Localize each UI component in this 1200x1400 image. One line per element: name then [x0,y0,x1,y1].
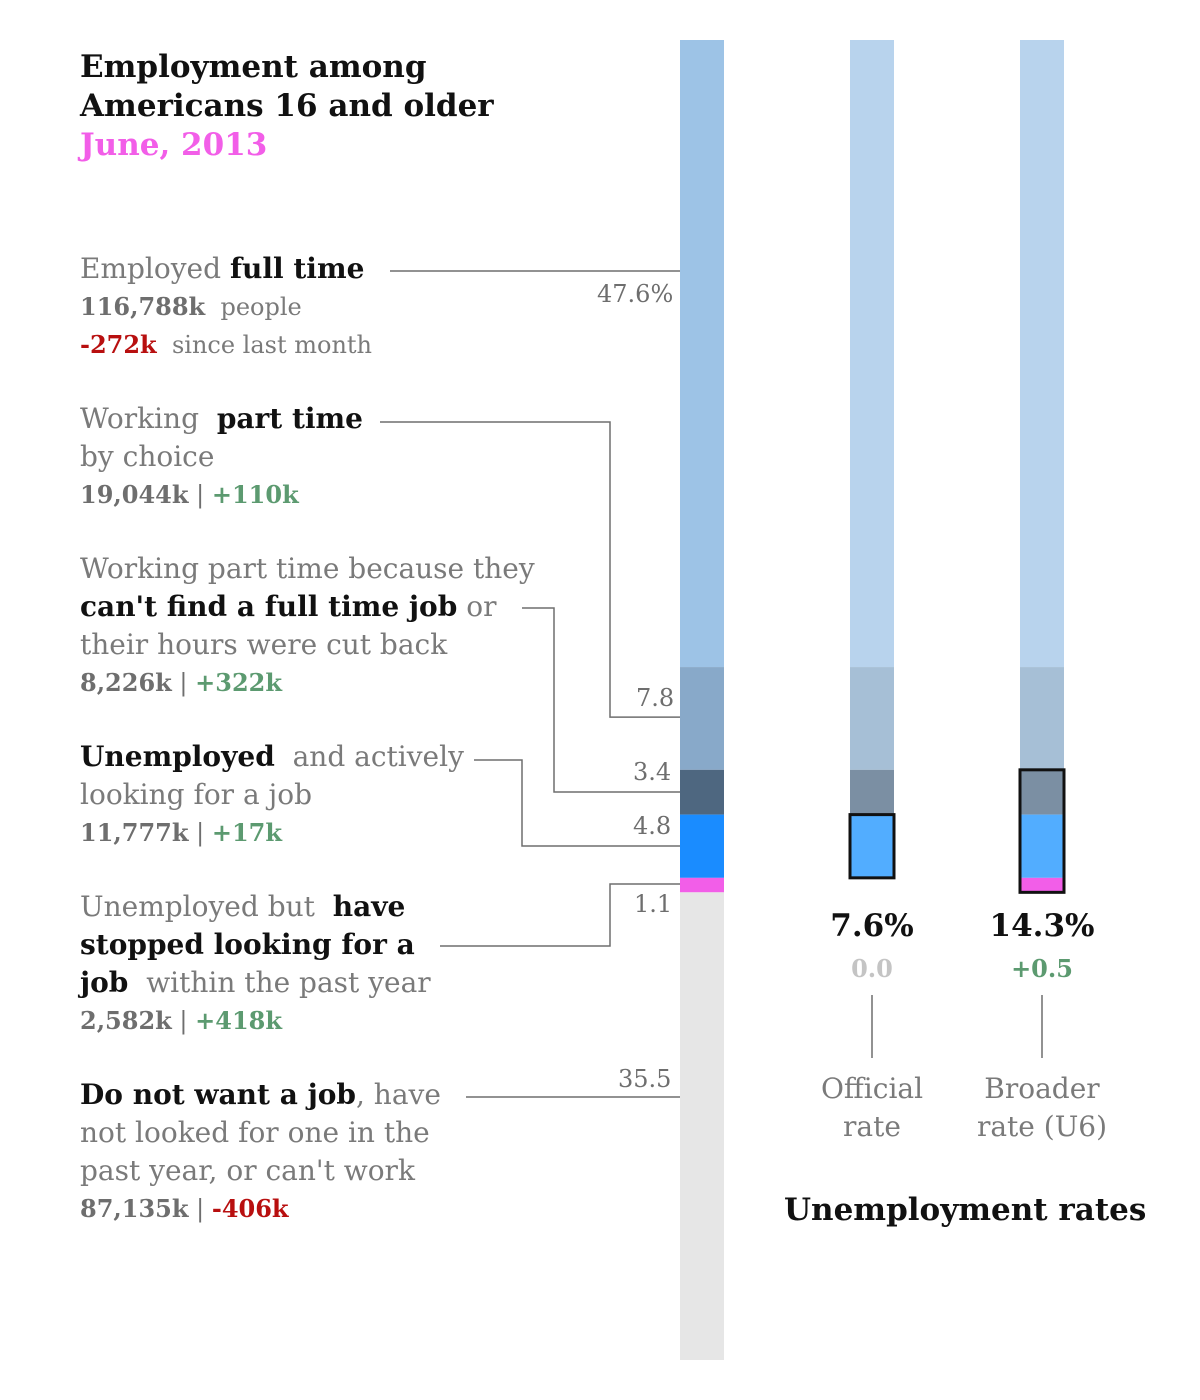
full-time-pre: Employed [80,252,222,285]
broader-bar-segment-part_time_choice [1020,667,1064,770]
official-bar-segment-full_time [850,40,894,668]
part-time-econ-bold: can't find a full time job [80,590,458,623]
unemployed-people: 11,777k [80,818,189,847]
pct-label-full-time: 47.6% [597,280,674,308]
leader-line-part-time-choice [380,421,680,718]
official-rate-value: 7.6% [830,908,914,944]
pct-label-part-time-econ: 3.4 [633,758,672,786]
unemployed-line2: looking for a job [80,778,313,811]
broader-rate-label: Broader rate (U6) [962,1070,1122,1146]
pct-label-part-time-choice: 7.8 [636,684,675,712]
not-in-lf-people: 87,135k [80,1194,189,1223]
part-time-econ-change: +322k [195,668,282,697]
broader-rate-outline [1018,768,1066,894]
title-line-2: Americans 16 and older [80,88,494,124]
full-time-people-suffix: people [220,293,302,321]
pct-label-unemployed: 4.8 [633,812,672,840]
discouraged-people: 2,582k [80,1006,172,1035]
label-full-time: Employed full time 116,788k people -272k… [80,250,372,364]
pct-label-not-in-lf: 35.5 [618,1065,672,1093]
broader-rate-change: +0.5 [1011,954,1073,983]
label-unemployed: Unemployed and actively looking for a jo… [80,740,464,847]
unemployed-bold: Unemployed [80,740,275,773]
not-in-lf-line3: past year, or can't work [80,1154,415,1187]
discouraged-change: +418k [195,1006,282,1035]
main-bar-segment-not_in_lf [680,892,724,1360]
main-bar-segment-full_time [680,40,724,668]
main-bar-segment-unemployed [680,814,724,878]
not-in-lf-change: -406k [211,1194,289,1223]
leader-line-discouraged [440,883,680,947]
broader-bar-segment-discouraged [1020,877,1064,893]
main-bar-segment-discouraged [680,877,724,893]
leader-line-part-time-econ [522,607,680,793]
official-rate-change: 0.0 [851,954,893,983]
main-bar-segment-part_time_econ [680,769,724,815]
part-time-econ-people: 8,226k [80,668,172,697]
broader-label-line1: Broader [984,1072,1100,1105]
official-label-line2: rate [843,1110,901,1143]
label-part-time-choice: Working part time by choice 19,044k | +1… [80,402,363,509]
label-part-time-econ: Working part time because they can't fin… [80,552,535,697]
part-time-choice-change: +110k [211,480,299,509]
official-bar-segment-part_time_econ [850,769,894,815]
discouraged-bold2: stopped looking for a [80,928,415,961]
broader-rate-value: 14.3% [989,908,1095,944]
not-in-lf-line2: not looked for one in the [80,1116,430,1149]
chart-title: Employment among Americans 16 and older … [80,48,494,165]
broader-bar-segment-unemployed [1020,814,1064,878]
full-time-change: -272k [80,330,157,359]
part-time-choice-line2: by choice [80,440,215,473]
official-bar-segment-part_time_choice [850,667,894,770]
not-in-lf-post: , have [355,1078,441,1111]
discouraged-bold3: job [80,966,129,999]
part-time-econ-line1: Working part time because they [80,552,535,585]
unemployed-post: and actively [292,740,464,773]
discouraged-bold1: have [332,890,406,923]
broader-bar-segment-full_time [1020,40,1064,668]
label-discouraged: Unemployed but have stopped looking for … [80,890,431,1035]
broader-label-line2: rate (U6) [976,1110,1108,1143]
discouraged-post: within the past year [146,966,431,999]
full-time-people: 116,788k [80,292,206,321]
part-time-choice-pre: Working [80,402,199,435]
official-label-line1: Official [820,1072,924,1105]
main-bar-segment-part_time_choice [680,667,724,770]
rates-title: Unemployment rates [784,1192,1147,1228]
title-date: June, 2013 [80,127,268,163]
official-rate-outline [848,813,896,880]
official-rate-label: Official rate [792,1070,952,1146]
full-time-change-suffix: since last month [171,331,373,359]
part-time-econ-post: or [466,590,497,623]
not-in-lf-bold: Do not want a job [80,1078,356,1111]
title-line-1: Employment among [80,49,427,85]
pct-label-discouraged: 1.1 [634,890,673,918]
part-time-econ-line3: their hours were cut back [80,628,448,661]
full-time-bold: full time [229,252,365,285]
unemployed-change: +17k [211,818,282,847]
broader-bar-segment-part_time_econ [1020,769,1064,815]
part-time-choice-bold: part time [216,402,363,435]
part-time-choice-people: 19,044k [80,480,189,509]
leader-line-unemployed [474,759,680,847]
label-not-in-labor-force: Do not want a job, have not looked for o… [80,1078,441,1223]
discouraged-pre: Unemployed but [80,890,315,923]
